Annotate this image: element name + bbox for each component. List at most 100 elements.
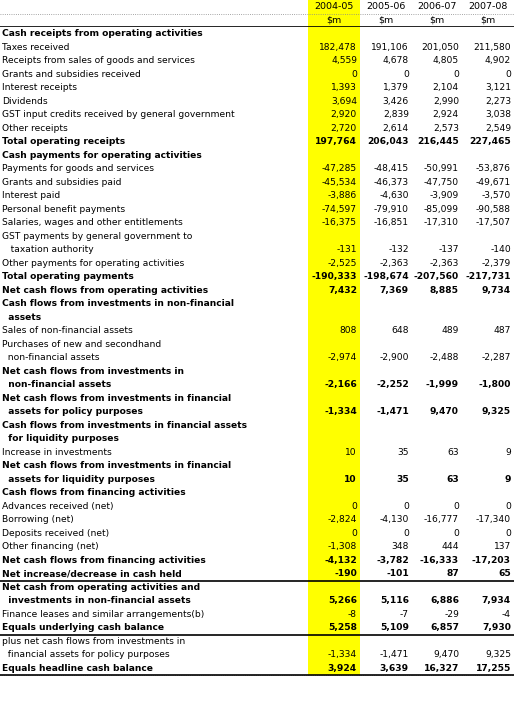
Bar (0, 365, 308, 378)
Bar (360, 54, 412, 67)
Text: 197,764: 197,764 (315, 137, 357, 146)
Text: financial assets for policy purposes: financial assets for policy purposes (2, 650, 170, 659)
Text: 63: 63 (447, 448, 459, 457)
Text: -140: -140 (490, 245, 511, 254)
Bar (308, 445, 360, 459)
Bar (462, 257, 514, 270)
Bar (462, 297, 514, 310)
Text: Interest paid: Interest paid (2, 191, 60, 200)
Bar (462, 365, 514, 378)
Text: 7,432: 7,432 (328, 286, 357, 295)
Bar (0, 135, 308, 149)
Bar (308, 283, 360, 297)
Bar (412, 540, 462, 553)
Text: -47,285: -47,285 (322, 165, 357, 173)
Text: Advances received (net): Advances received (net) (2, 502, 114, 510)
Text: -2,252: -2,252 (376, 380, 409, 389)
Text: 0: 0 (453, 502, 459, 510)
Bar (0, 283, 308, 297)
Bar (308, 149, 360, 162)
Text: 3,694: 3,694 (331, 96, 357, 106)
Text: investments in non-financial assets: investments in non-financial assets (2, 596, 191, 605)
Bar (0, 189, 308, 202)
Bar (360, 0, 412, 27)
Text: 9,325: 9,325 (485, 650, 511, 659)
Bar (360, 108, 412, 122)
Bar (462, 202, 514, 216)
Text: 0: 0 (453, 70, 459, 79)
Bar (412, 473, 462, 486)
Bar (412, 405, 462, 418)
Bar (308, 567, 360, 581)
Text: 0: 0 (453, 529, 459, 538)
Bar (0, 67, 308, 81)
Text: 2,573: 2,573 (433, 124, 459, 133)
Bar (360, 473, 412, 486)
Text: -137: -137 (438, 245, 459, 254)
Text: 3,924: 3,924 (328, 664, 357, 673)
Bar (360, 608, 412, 621)
Bar (360, 149, 412, 162)
Text: -2,363: -2,363 (380, 259, 409, 268)
Bar (462, 405, 514, 418)
Text: -198,674: -198,674 (363, 273, 409, 281)
Bar (0, 392, 308, 405)
Text: 444: 444 (442, 542, 459, 551)
Bar (412, 581, 462, 594)
Bar (308, 162, 360, 175)
Text: -101: -101 (386, 569, 409, 579)
Bar (308, 189, 360, 202)
Bar (412, 310, 462, 324)
Text: -16,333: -16,333 (420, 556, 459, 565)
Text: 211,580: 211,580 (473, 43, 511, 51)
Bar (412, 0, 462, 27)
Bar (462, 553, 514, 567)
Bar (308, 553, 360, 567)
Bar (0, 54, 308, 67)
Text: -53,876: -53,876 (476, 165, 511, 173)
Bar (360, 378, 412, 392)
Bar (360, 202, 412, 216)
Text: 201,050: 201,050 (421, 43, 459, 51)
Text: Sales of non-financial assets: Sales of non-financial assets (2, 326, 133, 335)
Text: 0: 0 (351, 70, 357, 79)
Text: Net cash flows from investments in financial: Net cash flows from investments in finan… (2, 394, 231, 403)
Bar (360, 135, 412, 149)
Bar (360, 594, 412, 608)
Text: GST input credits received by general government: GST input credits received by general go… (2, 110, 234, 119)
Bar (360, 324, 412, 338)
Bar (360, 540, 412, 553)
Text: 137: 137 (494, 542, 511, 551)
Bar (412, 513, 462, 526)
Bar (308, 526, 360, 540)
Text: Grants and subsidies paid: Grants and subsidies paid (2, 178, 121, 187)
Bar (0, 324, 308, 338)
Text: Increase in investments: Increase in investments (2, 448, 112, 457)
Text: Salaries, wages and other entitlements: Salaries, wages and other entitlements (2, 218, 183, 227)
Bar (0, 94, 308, 108)
Bar (0, 540, 308, 553)
Text: 5,116: 5,116 (380, 596, 409, 605)
Text: Purchases of new and secondhand: Purchases of new and secondhand (2, 340, 161, 349)
Text: Other financing (net): Other financing (net) (2, 542, 99, 551)
Bar (308, 175, 360, 189)
Text: Payments for goods and services: Payments for goods and services (2, 165, 154, 173)
Bar (360, 216, 412, 230)
Bar (308, 216, 360, 230)
Bar (412, 135, 462, 149)
Bar (360, 513, 412, 526)
Bar (360, 338, 412, 351)
Text: Net cash flows from financing activities: Net cash flows from financing activities (2, 556, 206, 565)
Text: Total operating payments: Total operating payments (2, 273, 134, 281)
Text: 0: 0 (351, 529, 357, 538)
Bar (308, 392, 360, 405)
Text: 35: 35 (396, 475, 409, 484)
Bar (462, 378, 514, 392)
Text: -2,974: -2,974 (327, 353, 357, 362)
Bar (308, 473, 360, 486)
Text: 1,379: 1,379 (383, 83, 409, 92)
Bar (462, 149, 514, 162)
Bar (0, 243, 308, 257)
Text: 5,258: 5,258 (328, 624, 357, 632)
Text: -45,534: -45,534 (322, 178, 357, 187)
